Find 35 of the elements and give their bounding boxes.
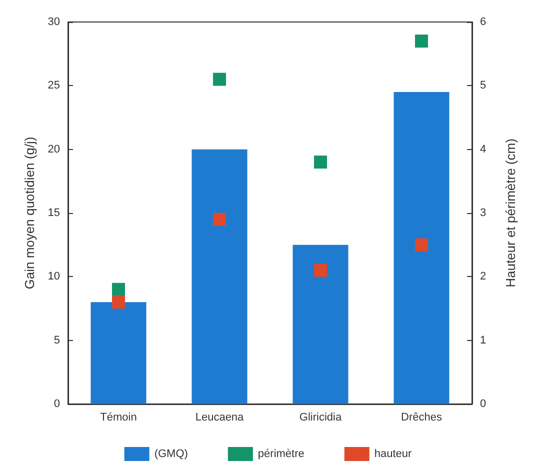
legend-label: (GMQ) [154,448,188,460]
y2-tick-label: 5 [480,80,486,92]
y-tick-label: 25 [48,80,60,92]
y2-axis-title: Hauteur et périmètre (cm) [503,138,518,288]
point [213,72,226,86]
point [213,212,226,226]
y-tick-label: 5 [54,334,60,346]
y-tick-label: 10 [48,270,60,283]
y-axis-title: Gain moyen quotidien (g/j) [22,136,37,290]
x-tick-label: Drêches [401,412,442,424]
x-tick-label: Leucaena [195,412,245,424]
y2-tick-label: 6 [480,16,486,28]
y2-tick-label: 1 [480,334,486,346]
bar [394,92,450,404]
bar [292,244,348,404]
bar [192,149,248,404]
x-tick-label: Témoin [100,412,137,424]
y-tick-label: 0 [54,398,60,410]
point [112,296,125,309]
point [314,264,327,277]
legend-label: hauteur [374,448,412,460]
legend-label: périmètre [258,448,304,460]
point [112,282,125,296]
y2-tick-label: 0 [480,398,486,410]
y-tick-label: 20 [48,143,60,156]
point [415,34,428,48]
point [415,238,428,252]
y2-tick-label: 3 [480,207,486,219]
y2-tick-label: 2 [480,270,486,283]
x-tick-label: Gliricidia [299,412,342,424]
point [314,156,327,169]
bar [90,302,146,404]
y2-tick-label: 4 [480,143,486,156]
y-tick-label: 30 [48,16,60,28]
y-tick-label: 15 [48,207,60,219]
